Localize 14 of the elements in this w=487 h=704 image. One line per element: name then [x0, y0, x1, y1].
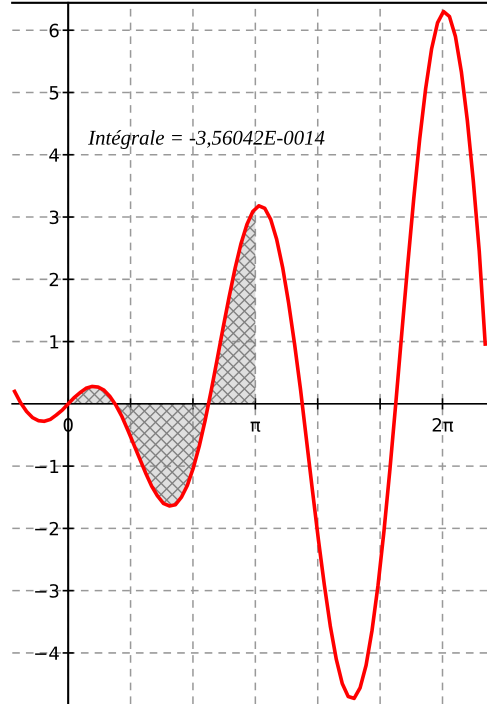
y-tick-label: 5 [50, 86, 58, 100]
y-tick-label: −4 [35, 646, 59, 660]
x-tick-label: 2π [432, 418, 454, 432]
annotation: Intégrale = -3,56042E-0014 [88, 130, 324, 150]
y-tick-label: 6 [50, 24, 59, 38]
line-series [12, 10, 487, 700]
y-tick-label: 1 [50, 335, 58, 348]
y-tick-label: 3 [50, 210, 58, 224]
y-tick-label: 4 [49, 148, 59, 162]
y-tick-label: 2 [50, 272, 58, 286]
y-tick-label: −3 [35, 584, 58, 598]
x-tick-label: π [250, 422, 260, 432]
y-tick-label: −1 [35, 460, 58, 473]
y-tick-label: −2 [35, 522, 58, 536]
